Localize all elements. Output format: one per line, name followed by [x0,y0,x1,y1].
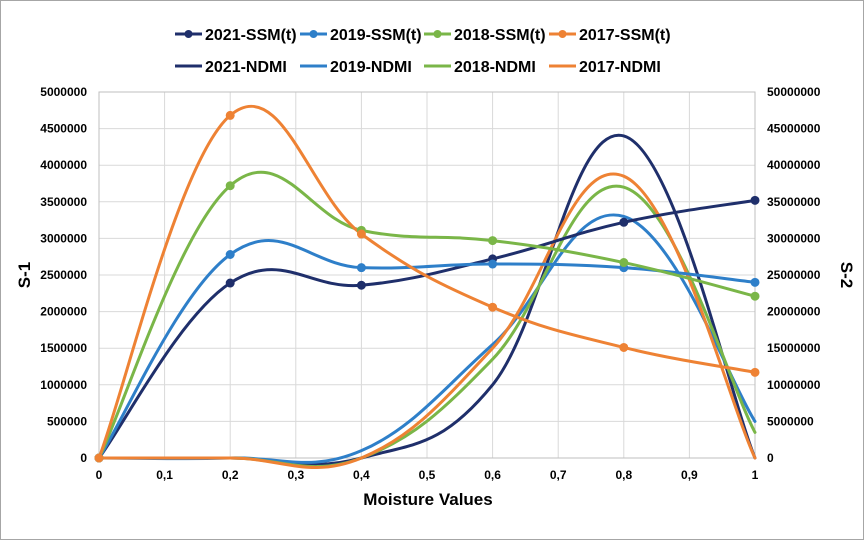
plot-area-border [98,91,756,459]
y-right-tick-label: 30000000 [767,231,821,245]
y-left-tick-label: 3000000 [40,231,87,245]
y-right-tick-label: 20000000 [767,305,821,319]
y-right-tick-label: 35000000 [767,195,821,209]
x-tick-label: 0 [96,468,103,482]
legend: 2021-SSM(t) 2019-SSM(t) 2018-SSM(t) 2017-SS… [175,27,671,76]
data-point-2021-ssm-t [619,217,629,227]
data-point-2018-ssm-t [488,236,498,246]
y-left-tick-label: 1000000 [40,378,87,392]
y-right-tick-label: 10000000 [767,378,821,392]
x-tick-label: 0,9 [681,468,698,482]
data-point-2017-ssm-t [94,453,104,463]
y-left-tick-label: 4500000 [40,122,87,136]
x-axis-title: Moisture Values [363,490,492,509]
y-left-tick-label: 2500000 [40,268,87,282]
y-right-tick-label: 15000000 [767,341,821,355]
x-tick-label: 0,6 [484,468,501,482]
data-point-2018-ssm-t [225,181,235,191]
x-tick-label: 1 [752,468,759,482]
legend-item-2017-ndmi: 2017-NDMI [549,59,661,76]
data-point-2017-ssm-t [225,110,235,120]
y-left-tick-label: 3500000 [40,195,87,209]
legend-label: 2021-NDMI [205,59,287,76]
legend-label: 2019-SSM(t) [330,27,422,44]
x-tick-label: 0,7 [550,468,567,482]
y-left-tick-label: 1500000 [40,341,87,355]
x-tick-label: 0,4 [353,468,370,482]
x-tick-label: 0,8 [615,468,632,482]
y-axis-left-ticks: 0 500000 1000000 1500000 2000000 2500000 30000… [40,85,87,465]
y-left-tick-label: 0 [80,451,87,465]
data-point-2017-ssm-t [619,342,629,352]
y-right-tick-label: 0 [767,451,774,465]
data-point-2017-ssm-t [488,302,498,312]
x-tick-label: 0,3 [287,468,304,482]
y-right-tick-label: 5000000 [767,414,814,428]
data-point-2019-ssm-t [225,250,235,260]
legend-label: 2018-SSM(t) [454,27,546,44]
y-right-tick-label: 50000000 [767,85,821,99]
data-point-2019-ssm-t [750,277,760,287]
legend-item-2021-ndmi: 2021-NDMI [175,59,287,76]
legend-marker [184,30,193,38]
data-point-2017-ssm-t [356,229,366,239]
y-left-tick-label: 500000 [47,414,87,428]
y-left-tick-label: 5000000 [40,85,87,99]
y-axis-right-title: S-2 [837,262,856,288]
legend-item-2021-ssm-t: 2021-SSM(t) [175,27,297,44]
data-point-2018-ssm-t [750,291,760,301]
legend-label: 2017-NDMI [579,59,661,76]
plot-area [98,91,756,459]
data-point-2017-ssm-t [750,367,760,377]
legend-label: 2019-NDMI [330,59,412,76]
data-point-2021-ssm-t [750,195,760,205]
y-axis-right-ticks: 0 5000000 10000000 15000000 20000000 25000000… [767,85,821,465]
legend-item-2018-ssm-t: 2018-SSM(t) [424,27,546,44]
series-line-2017-ndmi [97,172,757,470]
legend-label: 2017-SSM(t) [579,27,671,44]
legend-marker [558,30,567,38]
data-point-2021-ssm-t [356,280,366,290]
data-point-2021-ssm-t [225,278,235,288]
legend-label: 2021-SSM(t) [205,27,297,44]
x-tick-label: 0,2 [222,468,239,482]
legend-label: 2018-NDMI [454,59,536,76]
legend-item-2018-ndmi: 2018-NDMI [424,59,536,76]
legend-marker [433,30,442,38]
y-left-tick-label: 4000000 [40,158,87,172]
y-right-tick-label: 40000000 [767,158,821,172]
data-point-2019-ssm-t [488,259,498,269]
series-line-2021-ssm-t [97,198,757,460]
legend-item-2017-ssm-t: 2017-SSM(t) [549,27,671,44]
y-left-tick-label: 2000000 [40,305,87,319]
x-axis-ticks: 0 0,1 0,2 0,3 0,4 0,5 0,6 0,7 0,8 0,9 1 [96,468,759,482]
x-tick-label: 0,1 [156,468,173,482]
x-tick-label: 0,5 [419,468,436,482]
y-right-tick-label: 25000000 [767,268,821,282]
legend-item-2019-ndmi: 2019-NDMI [300,59,412,76]
series-markers [94,110,760,463]
legend-item-2019-ssm-t: 2019-SSM(t) [300,27,422,44]
data-point-2018-ssm-t [619,258,629,268]
legend-marker [309,30,318,38]
y-right-tick-label: 45000000 [767,122,821,136]
data-point-2019-ssm-t [356,263,366,273]
y-axis-left-title: S-1 [15,262,34,288]
